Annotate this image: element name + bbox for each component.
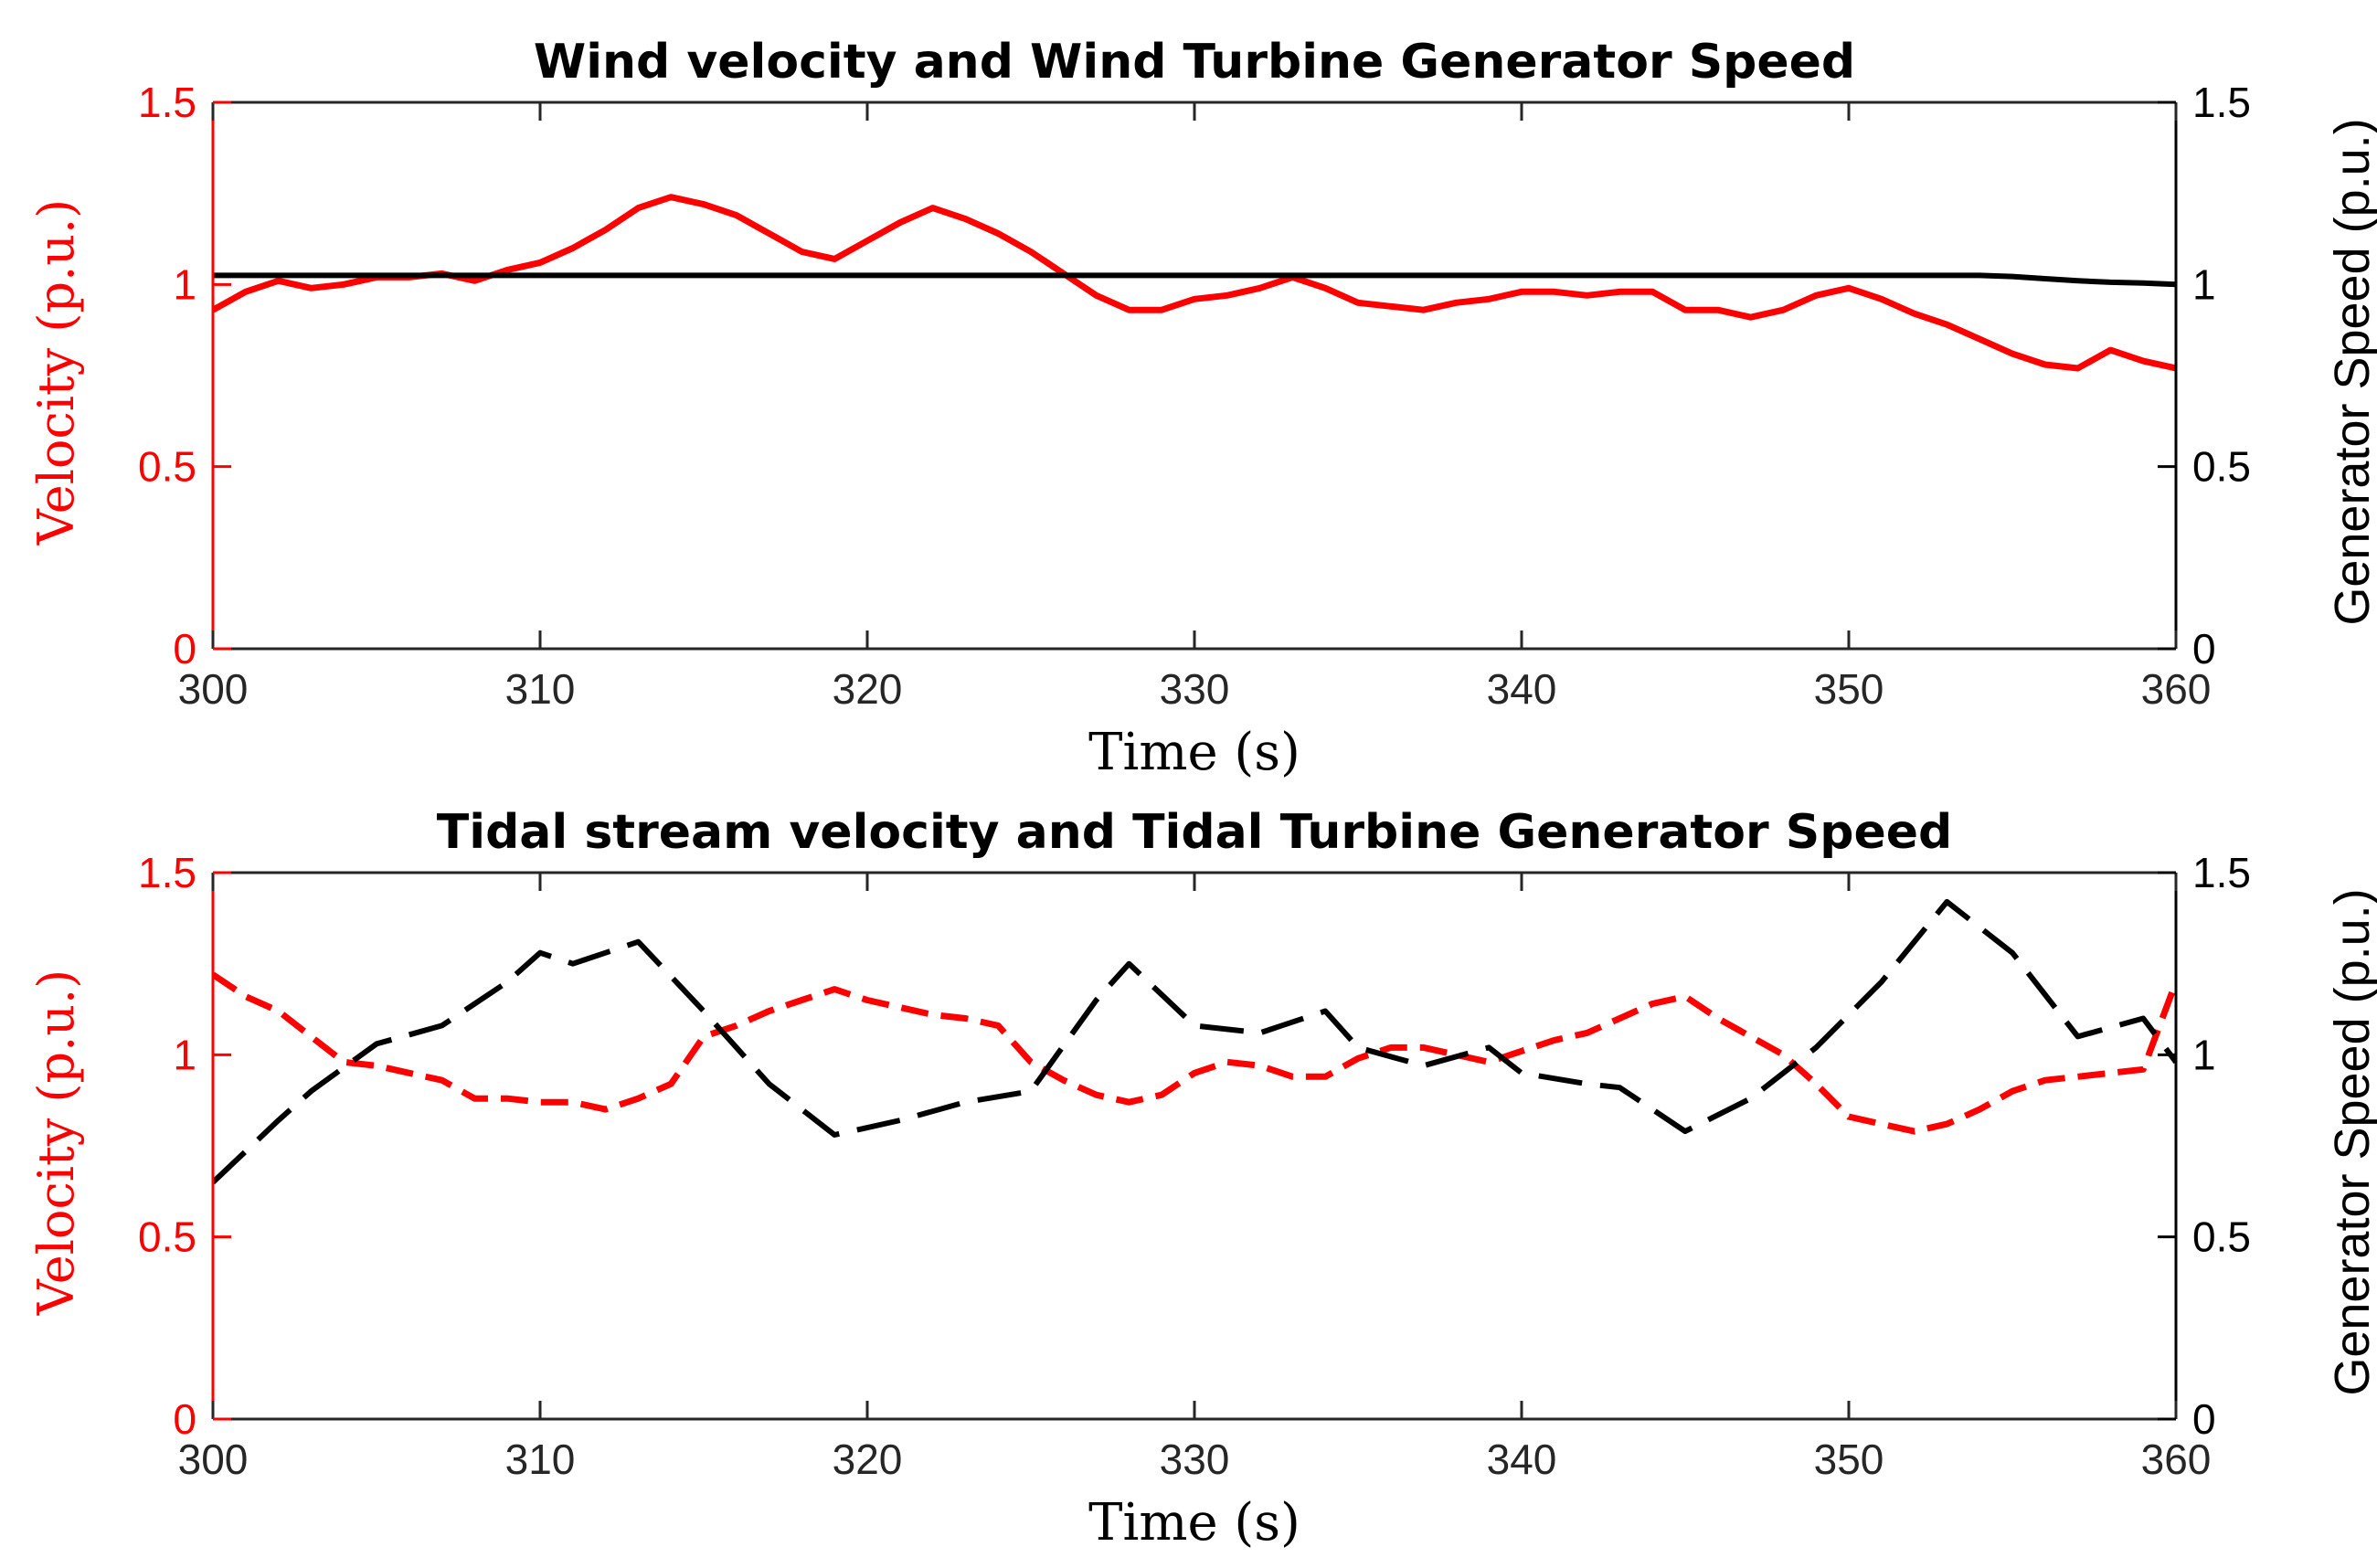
wind-y-tick-label-right: 0.5: [2192, 443, 2251, 491]
wind-y-tick-label-right: 1: [2192, 260, 2216, 308]
wind-x-tick-label: 350: [1814, 665, 1884, 713]
wind-panel-lines: [213, 194, 2176, 372]
tidal-x-tick-label: 310: [505, 1436, 576, 1483]
wind-x-tick-label: 320: [833, 665, 903, 713]
wind-x-tick-label: 330: [1160, 665, 1230, 713]
tidal-y-tick-label-right: 1: [2192, 1031, 2216, 1078]
tidal-x-tick-label: 340: [1487, 1436, 1557, 1483]
wind-x-tick-label: 340: [1487, 665, 1557, 713]
tidal-y-tick-label-right: 0: [2192, 1395, 2216, 1443]
tidal-x-tick-label: 330: [1160, 1436, 1230, 1483]
wind-series-wind-velocity: [213, 194, 2176, 372]
wind-x-tick-label: 360: [2141, 665, 2212, 713]
tidal-x-tick-label: 300: [178, 1436, 249, 1483]
wind-x-tick-label: 310: [505, 665, 576, 713]
wind-panel: Wind velocity and Wind Turbine Generator…: [27, 35, 2377, 782]
tidal-x-tick-label: 320: [833, 1436, 903, 1483]
tidal-y-tick-label-left: 0.5: [138, 1213, 196, 1261]
tidal-x-tick-label: 360: [2141, 1436, 2212, 1483]
wind-y-tick-label-left: 0: [173, 625, 196, 673]
tidal-series-tidal-stream-velocity: [213, 971, 2176, 1135]
tidal-y-tick-label-left: 0: [173, 1395, 196, 1443]
tidal-y-tick-label-right: 0.5: [2192, 1213, 2251, 1261]
tidal-y-tick-label-left: 1: [173, 1031, 196, 1078]
tidal-panel-title: Tidal stream velocity and Tidal Turbine …: [437, 805, 1952, 860]
wind-y-tick-label-left: 1.5: [138, 79, 196, 126]
wind-panel-y-label-left: Velocity (p.u.): [27, 199, 85, 546]
wind-y-tick-label-left: 1: [173, 260, 196, 308]
tidal-x-tick-label: 350: [1814, 1436, 1884, 1483]
wind-x-tick-label: 300: [178, 665, 249, 713]
wind-panel-title: Wind velocity and Wind Turbine Generator…: [534, 35, 1855, 90]
tidal-panel-y-label-left: Velocity (p.u.): [27, 969, 85, 1316]
tidal-y-tick-label-left: 1.5: [138, 849, 196, 896]
tidal-panel-lines: [213, 898, 2176, 1185]
wind-y-tick-label-right: 0: [2192, 625, 2216, 673]
wind-y-tick-label-right: 1.5: [2192, 79, 2251, 126]
wind-series-wind-turbine-generator-speed: [213, 272, 2176, 288]
tidal-y-tick-label-right: 1.5: [2192, 849, 2251, 896]
tidal-panel-x-label: Time (s): [1088, 1493, 1300, 1552]
wind-y-tick-label-left: 0.5: [138, 443, 196, 491]
wind-panel-x-label: Time (s): [1088, 723, 1300, 782]
wind-panel-y-label-right: Generator Speed (p.u.): [2325, 118, 2377, 625]
tidal-series-tidal-turbine-generator-speed: [213, 898, 2176, 1185]
tidal-panel-y-label-right: Generator Speed (p.u.): [2325, 888, 2377, 1395]
tidal-panel: Tidal stream velocity and Tidal Turbine …: [27, 805, 2377, 1552]
